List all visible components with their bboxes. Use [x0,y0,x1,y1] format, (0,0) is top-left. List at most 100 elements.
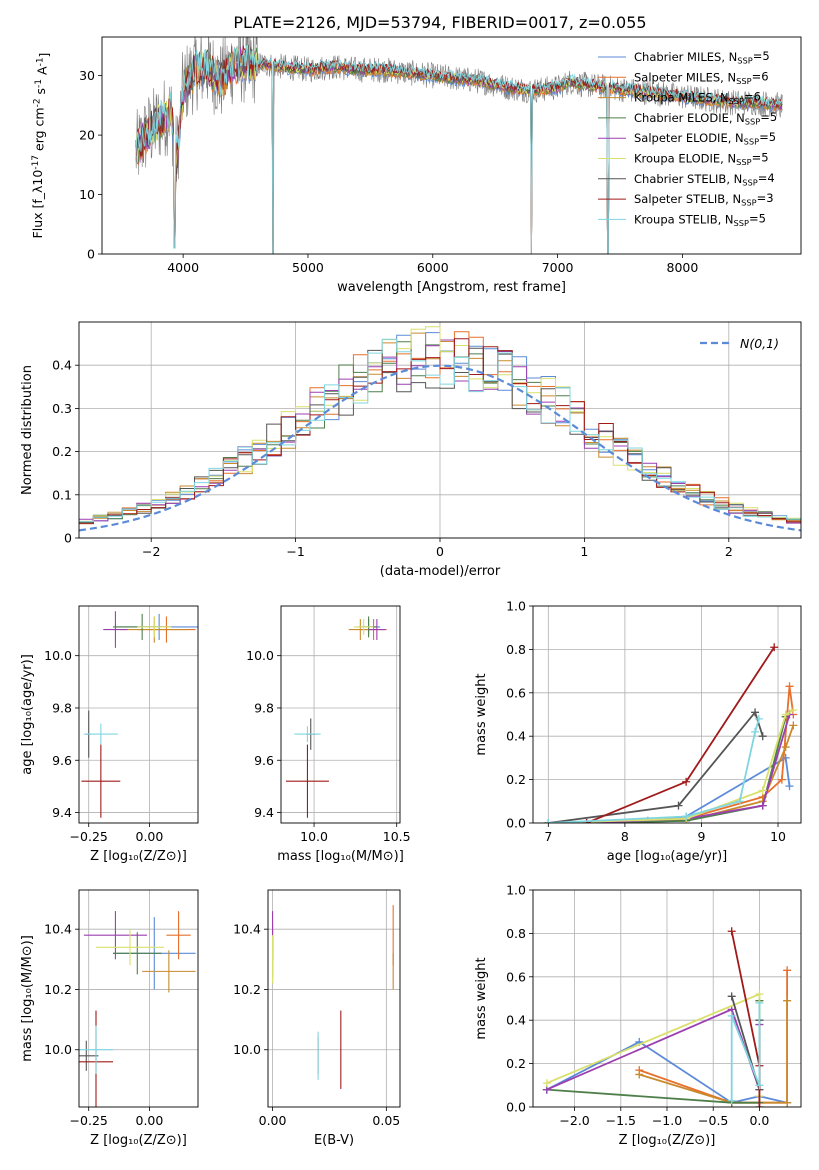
mass_vs_Z-frame [78,889,199,1108]
residuals-xlabel: (data-model)/error [380,564,501,579]
spectrum-xtick-label: 5000 [292,260,324,275]
spectrum-legend: Chabrier MILES, NSSP​=5 Salpeter MILES, N… [598,49,777,228]
mass_vs_EBV-xlabel: E(B-V) [314,1133,354,1148]
weight_vs_Z-marker [727,1096,736,1105]
weight_vs_Z-marker [783,1098,792,1107]
weight_vs_Z-marker [727,927,736,936]
weight_vs_age-marker [544,819,553,823]
panel-weight_vs_Z: −2.0 −1.5 −1.0 −0.5 0.0 0.0 0.2 0.4 0.6 0.8 1.0 Z [… [474,883,802,1148]
weight_vs_Z-marker [755,998,764,1007]
weight_vs_age-marker [785,782,794,791]
weight_vs_age-marker [751,727,760,736]
legend-label-0: Chabrier MILES, NSSP​=5 [634,49,770,65]
panel-residuals: −2 −1 0 1 2 0 0.1 0.2 0.3 0.4 (data-model)/error No… [20,321,802,579]
weight_vs_age-ytick-label: 0.8 [506,642,526,657]
age_vs_Z-xtick-label: −0.25 [70,829,108,844]
residuals-ytick-label: 0.2 [52,444,72,459]
age_vs_mass-ytick-label: 9.8 [254,700,274,715]
residuals-ytick-label: 0.4 [52,358,72,373]
age_vs_mass-frame [280,605,401,824]
residual-histogram-6 [79,347,801,538]
age_vs_Z-ytick-label: 10.0 [44,648,72,663]
mass_vs_EBV-ytick-label: 10.2 [233,982,261,997]
legend-label-4: Salpeter ELODIE, NSSP​=5 [634,130,776,146]
mass_vs_Z-xtick-label: 0.00 [136,1113,164,1128]
weight_vs_age-marker [758,732,767,741]
panel-age_vs_mass: 10.0 10.5 9.4 9.6 9.8 10.0 mass [log₁₀(M/M⊙)] [246,605,411,864]
weight_vs_Z-xtick-label: −0.5 [698,1113,728,1128]
weight_vs_Z-xtick-label: 0.0 [749,1113,769,1128]
residuals-legend: N(0,1) [700,336,779,351]
legend-label-1: Salpeter MILES, NSSP​=6 [634,69,769,85]
legend-label-7: Salpeter STELIB, NSSP​=3 [634,191,774,207]
legend-label-3: Chabrier ELODIE, NSSP​=5 [634,110,777,126]
weight_vs_Z-series-5 [546,992,761,1097]
mass_vs_Z-plot-area [79,890,198,1107]
weight_vs_Z-series-8 [730,1002,761,1101]
residuals-ytick-label: 0 [64,531,72,546]
age_vs_Z-ytick-label: 9.6 [52,753,72,768]
panel-mass_vs_Z: −0.25 0.00 10.0 10.2 10.4 Z [log₁₀(Z/Z⊙)] mass… [20,889,199,1148]
age_vs_Z-xtick-label: 0.00 [136,829,164,844]
age_vs_mass-ytick-label: 9.4 [254,805,274,820]
weight_vs_age-series-3 [586,716,787,823]
spectrum-frame [101,36,802,255]
weight_vs_age-ytick-label: 0.4 [506,729,526,744]
age_vs_mass-plot-area [281,606,400,823]
weight_vs_age-xlabel: age [log₁₀(age/yr)] [607,849,728,864]
weight_vs_Z-marker [727,992,736,1001]
spectrum-model-line-8 [135,44,783,254]
weight_vs_Z-ytick-label: 0.0 [506,1100,526,1115]
legend-label-8: Kroupa STELIB, NSSP​=5 [634,211,766,227]
weight_vs_Z-marker [542,1079,551,1088]
mass_vs_Z-ylabel: mass [log₁₀(M/M⊙)] [20,935,35,1062]
weight_vs_Z-ytick-label: 1.0 [506,883,526,898]
age_vs_Z-plot-area [79,606,198,823]
weight_vs_Z-xtick-label: −1.0 [652,1113,682,1128]
mass_vs_EBV-plot-area [268,890,400,1107]
residuals-ylabel: Normed distribution [20,365,35,495]
age_vs_mass-ytick-label: 9.6 [254,753,274,768]
weight_vs_age-xtick-label: 8 [621,829,629,844]
panel-mass_vs_EBV: 0.00 0.05 10.0 10.2 10.4 E(B-V) [233,889,401,1148]
weight_vs_age-xtick-label: 10 [770,829,786,844]
residual-histogram-8 [79,338,801,538]
panel-spectrum: 4000 5000 6000 7000 8000 0 10 20 30 wavelength [A… [30,36,802,295]
mass_vs_Z-xtick-label: −0.25 [70,1113,108,1128]
weight_vs_age-series-0 [548,756,791,823]
weight_vs_Z-xtick-label: −2.0 [559,1113,589,1128]
weight_vs_age-marker [758,801,767,810]
spectrum-xtick-label: 4000 [167,260,199,275]
legend-label-2: Kroupa MILES, NSSP​=6 [634,90,761,106]
residuals-xtick-label: 1 [580,544,588,559]
weight_vs_Z-xlabel: Z [log₁₀(Z/Z⊙)] [619,1133,716,1148]
weight_vs_Z-marker [783,996,792,1005]
weight_vs_age-marker [781,743,790,752]
spectrum-ylabel: Flux [f_λ10-17​ erg cm-2​ s-1​ A-1​] [30,53,51,239]
residuals-ytick-label: 0.1 [52,487,72,502]
weight_vs_age-marker [785,682,794,691]
residuals-xtick-label: 0 [436,544,444,559]
weight_vs_age-ylabel: mass weight [474,673,489,755]
age_vs_Z-frame [78,605,199,824]
weight_vs_age-ytick-label: 1.0 [506,599,526,614]
weight_vs_age-marker [735,797,744,806]
age_vs_Z-ytick-label: 9.8 [52,700,72,715]
mass_vs_Z-xlabel: Z [log₁₀(Z/Z⊙)] [90,1133,187,1148]
weight_vs_age-marker [777,775,786,784]
weight_vs_Z-ytick-label: 0.2 [506,1056,526,1071]
residuals-xtick-label: −1 [286,544,304,559]
age_vs_mass-xtick-label: 10.0 [300,829,328,844]
mass_vs_EBV-ytick-label: 10.4 [233,922,261,937]
weight_vs_age-marker [789,706,798,715]
age_vs_mass-xtick-label: 10.5 [383,829,411,844]
weight_vs_age-marker [754,714,763,723]
mass_vs_EBV-xtick-label: 0.00 [259,1113,287,1128]
residuals-plot-area [79,322,801,538]
residuals-xtick-label: −2 [142,544,160,559]
weight_vs_Z-series-4 [546,1008,761,1091]
spectrum-ytick-label: 10 [79,187,95,202]
weight_vs_age-marker [674,801,683,810]
weight_vs_Z-xtick-label: −1.5 [606,1113,636,1128]
age_vs_Z-ytick-label: 9.4 [52,805,72,820]
